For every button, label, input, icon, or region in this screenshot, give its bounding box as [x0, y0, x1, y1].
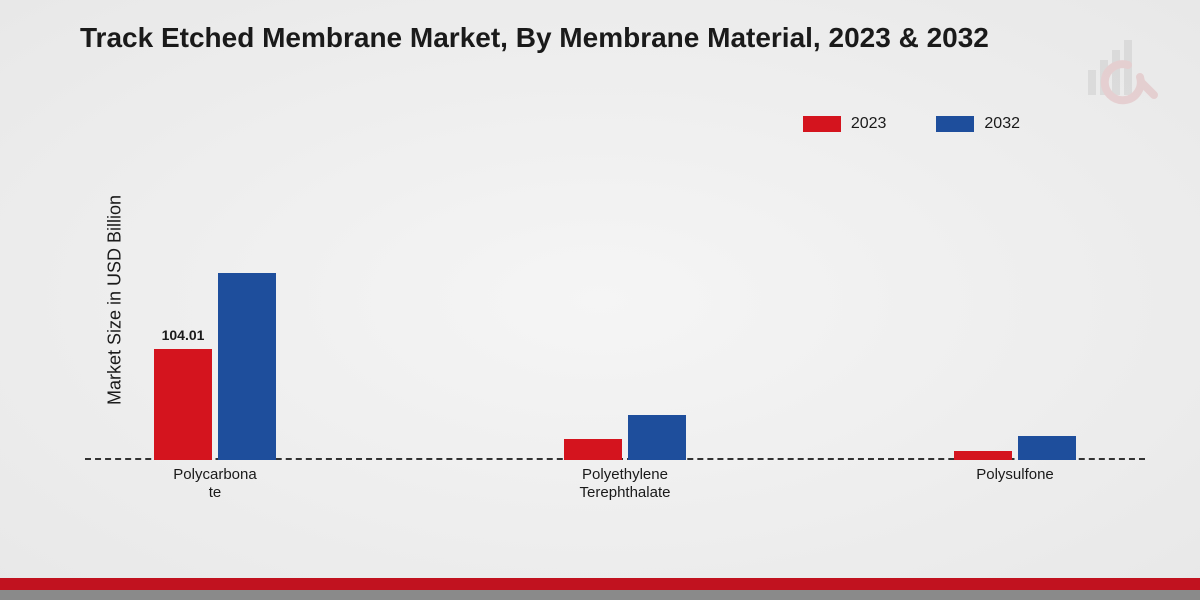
bar [218, 273, 276, 461]
chart-title: Track Etched Membrane Market, By Membran… [80, 22, 989, 54]
x-axis-labels: Polycarbonate PolyethyleneTerephthalate Po… [85, 460, 1145, 510]
legend-item-2032: 2032 [936, 115, 1020, 133]
footer-grey-stripe [0, 590, 1200, 600]
bar [1018, 436, 1076, 460]
watermark-logo [1080, 35, 1160, 110]
footer-bar [0, 578, 1200, 600]
legend-swatch-2023 [803, 116, 841, 132]
legend-swatch-2032 [936, 116, 974, 132]
bar [954, 451, 1012, 460]
legend-label-2032: 2032 [984, 115, 1020, 133]
footer-red-stripe [0, 578, 1200, 590]
plot-area: 104.01 [85, 160, 1145, 460]
bar-group [564, 415, 686, 460]
bar-group: 104.01 [154, 273, 276, 461]
legend-item-2023: 2023 [803, 115, 887, 133]
x-category-label: Polysulfone [945, 466, 1085, 484]
x-category-label: Polycarbonate [145, 466, 285, 502]
bar [564, 439, 622, 460]
legend: 2023 2032 [803, 115, 1020, 133]
bar-group [954, 436, 1076, 460]
bar-value-label: 104.01 [162, 327, 205, 343]
legend-label-2023: 2023 [851, 115, 887, 133]
x-category-label: PolyethyleneTerephthalate [555, 466, 695, 502]
bar [628, 415, 686, 460]
bar: 104.01 [154, 349, 212, 460]
